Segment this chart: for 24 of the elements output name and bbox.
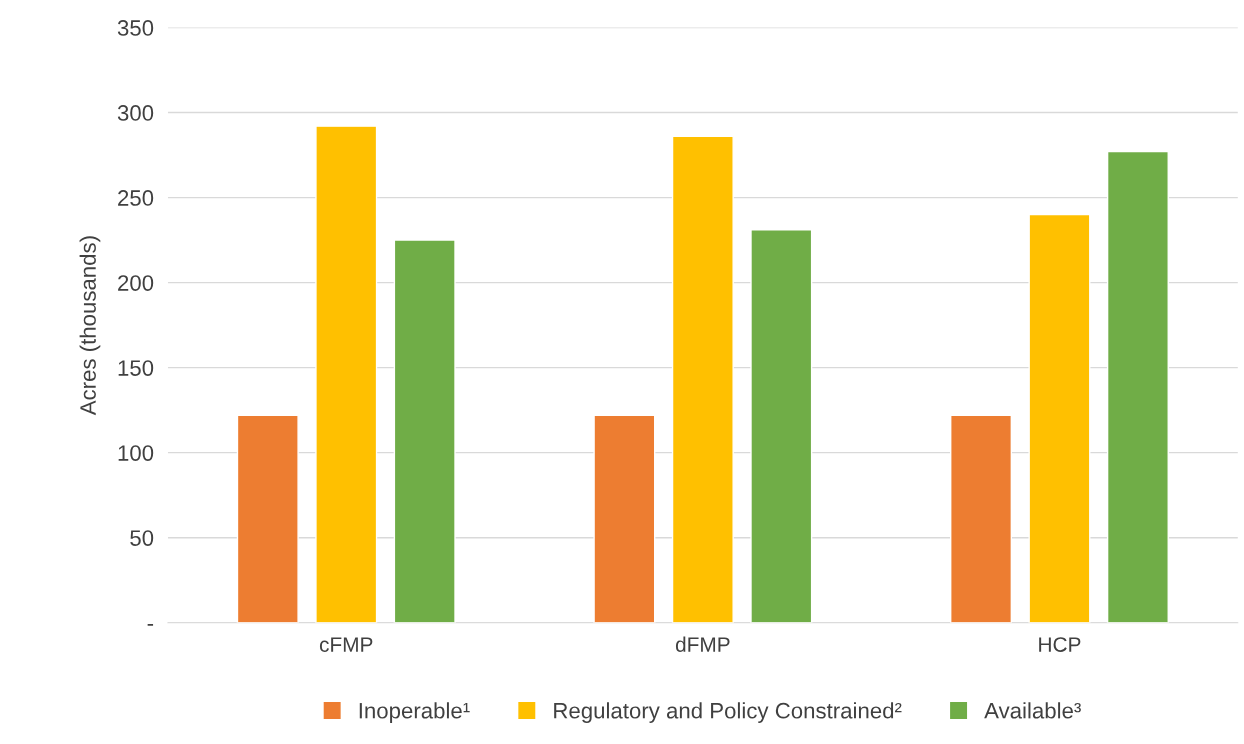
y-tick-label: 50 <box>130 530 154 546</box>
bar <box>671 135 734 623</box>
y-axis-title: Acres (thousands) <box>79 236 101 416</box>
legend-label: Inoperable¹ <box>359 702 470 723</box>
bar <box>593 414 656 623</box>
bar <box>750 229 813 623</box>
y-tick-label: 100 <box>118 445 154 461</box>
y-tick-label: 350 <box>117 20 154 36</box>
y-tick-label: 200 <box>118 275 154 291</box>
bar <box>393 239 456 623</box>
x-tick-label: dFMP <box>675 636 730 652</box>
x-tick-label: HCP <box>1039 637 1081 652</box>
y-tick-label: 250 <box>118 190 154 206</box>
y-tick-label: 300 <box>117 105 154 121</box>
legend-label: Regulatory and Policy Constrained² <box>554 702 902 723</box>
y-tick-label: - <box>147 624 154 626</box>
bar <box>315 125 378 623</box>
y-tick-label: 150 <box>118 360 154 376</box>
bar <box>236 414 299 623</box>
bar <box>1106 150 1169 623</box>
bar <box>1028 213 1091 623</box>
x-tick-label: cFMP <box>319 637 373 652</box>
bar <box>950 414 1013 623</box>
legend-label: Available³ <box>984 702 1081 719</box>
